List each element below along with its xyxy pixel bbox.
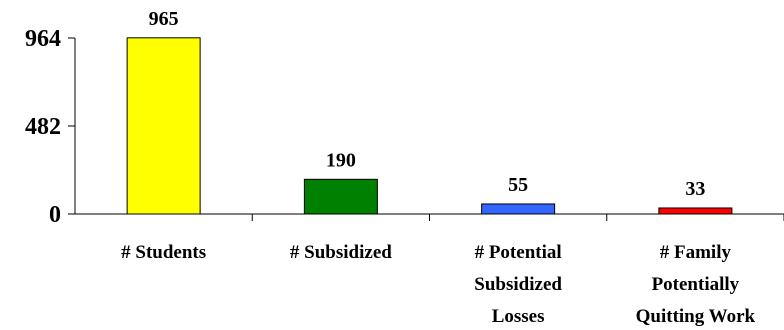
bar [481, 203, 556, 215]
y-tick-label: 482 [25, 114, 61, 140]
category-label: # Potential [475, 242, 562, 263]
y-tick-label: 0 [49, 202, 61, 228]
category-label: # Family [660, 242, 732, 263]
chart-labels: 0 482 964 965 # Students 190 # Subsidized 55 # P… [25, 8, 756, 327]
category-label: Subsidized [474, 274, 562, 295]
bar [303, 178, 378, 215]
bar [126, 37, 201, 215]
data-label: 33 [685, 178, 705, 200]
bar [658, 207, 733, 215]
data-label: 190 [326, 149, 356, 171]
y-tick-label: 964 [25, 26, 61, 52]
chart-bars [126, 37, 733, 215]
data-label: 965 [149, 8, 179, 30]
category-label: Losses [492, 306, 545, 327]
category-label: # Students [121, 242, 206, 263]
category-label: # Subsidized [290, 242, 392, 263]
category-label: Potentially [652, 274, 740, 295]
category-label: Quitting Work [636, 306, 756, 327]
data-label: 55 [508, 174, 528, 196]
